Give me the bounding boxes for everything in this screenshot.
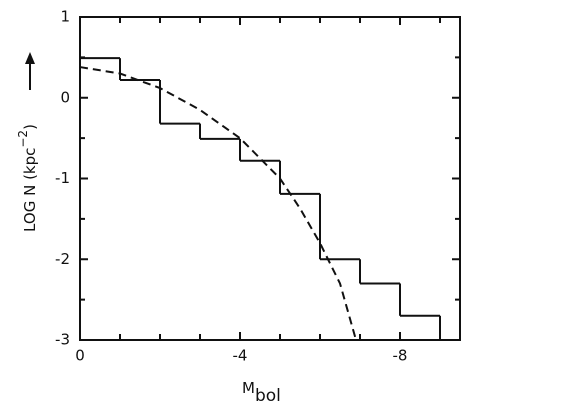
y-tick-label: -3 (55, 331, 70, 349)
x-label-sub: bol (255, 386, 281, 406)
arrow-head (25, 52, 35, 64)
x-tick-label: -8 (393, 347, 408, 365)
y-tick-label: -2 (55, 250, 70, 268)
y-axis-label-group: LOG N (kpc−2) (16, 52, 39, 232)
y-axis-label: LOG N (kpc−2) (16, 124, 39, 232)
y-label-exp: −2 (16, 130, 30, 148)
y-label-end: ) (21, 124, 39, 130)
y-label-main: LOG N (kpc (21, 148, 39, 232)
x-tick-label: -4 (233, 347, 248, 365)
x-tick-label: 0 (75, 347, 85, 365)
y-tick-label: 0 (60, 88, 70, 106)
y-tick-label: 1 (60, 8, 70, 26)
plot-frame (79, 16, 461, 341)
y-tick-label: -1 (55, 169, 70, 187)
x-label-main: M (242, 379, 255, 397)
model-curve (79, 66, 357, 341)
x-axis-label: Mbol (242, 379, 281, 407)
